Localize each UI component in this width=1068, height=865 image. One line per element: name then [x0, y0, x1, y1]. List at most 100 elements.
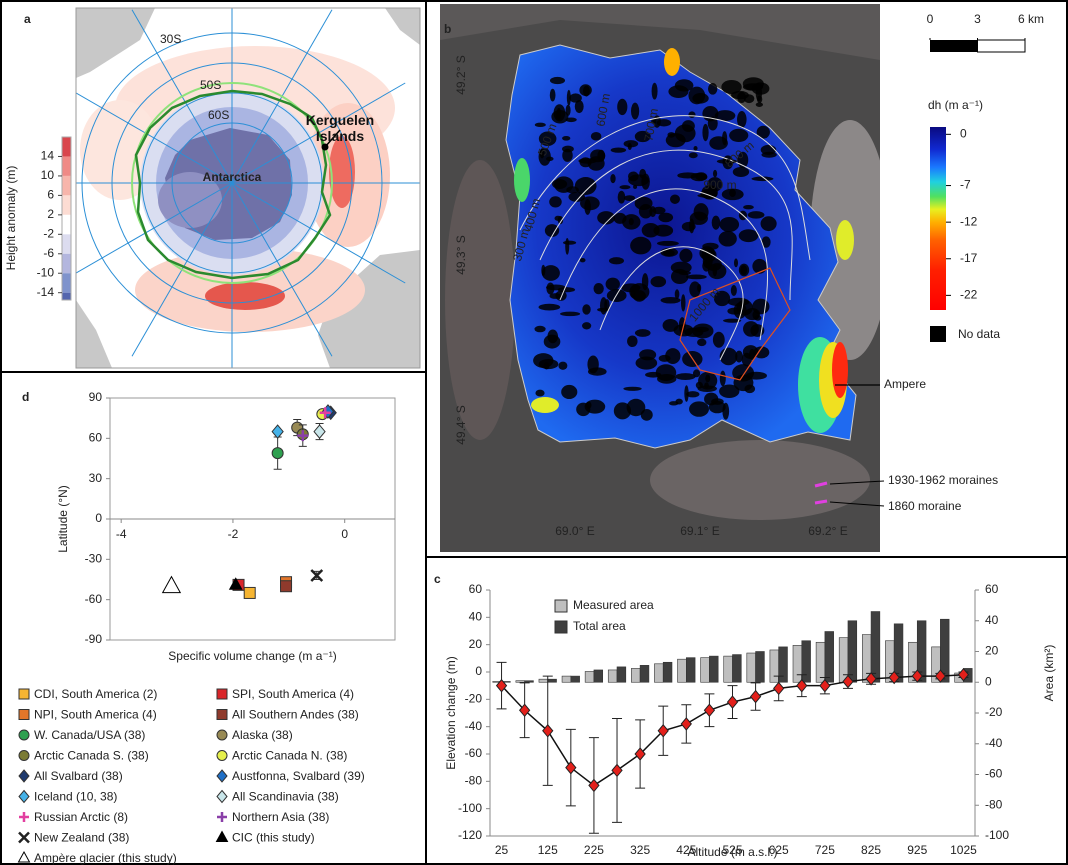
no-data-pixel [538, 358, 559, 370]
no-data-pixel [752, 258, 767, 274]
contour [519, 115, 811, 261]
bar [570, 675, 580, 683]
no-data-pixel [756, 125, 770, 139]
marker [215, 830, 229, 842]
y-tick-label: 20 [469, 637, 483, 651]
bar [524, 680, 534, 683]
scale-label: 6 km [1018, 12, 1044, 26]
land [318, 250, 420, 368]
bar [631, 668, 641, 683]
no-data-pixel [639, 168, 647, 179]
lat-label: 49.2° S [454, 55, 468, 95]
legend-label: Austfonna, Svalbard (39) [232, 769, 365, 783]
y-tick-label: -60 [85, 592, 103, 606]
y-tick-label: -100 [458, 801, 482, 815]
marker [18, 750, 30, 761]
no-data-pixel [693, 146, 698, 151]
graticule-label: 30S [160, 32, 181, 46]
terrain [445, 160, 515, 440]
continent-label: Antarctica [203, 170, 262, 184]
x-axis-label: Specific volume change (m a⁻¹) [168, 649, 336, 663]
colorbar-block [62, 214, 71, 235]
no-data-pixel [678, 270, 691, 276]
y2-tick-label: 40 [985, 613, 999, 627]
no-data-pixel [583, 85, 590, 97]
no-data-pixel [665, 133, 686, 148]
marker [280, 580, 293, 593]
y-tick-label: 90 [89, 390, 103, 404]
y2-tick-label: -40 [985, 736, 1003, 750]
thinning [514, 158, 530, 202]
x-axis-label: Altitude (m a.s.l.) [687, 845, 777, 859]
leader [324, 129, 341, 148]
bar [824, 631, 834, 683]
no-data-pixel [709, 136, 728, 150]
no-data-pixel [649, 206, 657, 218]
panel-label: b [444, 22, 451, 36]
no-data-pixel [557, 215, 564, 225]
bar [654, 663, 664, 683]
y-tick-label: -40 [465, 719, 483, 733]
diamond-point [703, 703, 716, 718]
contour [134, 89, 332, 280]
marker [271, 447, 284, 460]
glacier-label: Ampere [884, 377, 926, 391]
no-data-pixel [719, 347, 738, 366]
no-data-pixel [732, 166, 750, 178]
no-data-pixel [610, 173, 616, 184]
no-data-pixel [678, 317, 686, 334]
no-data-pixel [708, 83, 718, 95]
bar [838, 637, 849, 683]
no-data-pixel [574, 177, 597, 195]
panel-label: a [24, 12, 31, 26]
no-data-pixel [741, 352, 752, 367]
y2-tick-label: -100 [985, 828, 1009, 842]
bar [607, 669, 618, 683]
bar [940, 618, 950, 683]
no-data-pixel [761, 236, 771, 248]
bar [662, 661, 673, 683]
no-data-pixel [534, 122, 546, 127]
diamond-point [865, 672, 877, 686]
contour-label: 600 m [593, 92, 613, 127]
y-tick-label: 30 [89, 471, 103, 485]
y-tick-label: 40 [469, 610, 483, 624]
no-data-pixel [549, 88, 556, 102]
bar [677, 658, 687, 683]
bar [755, 651, 765, 683]
no-data-pixel [656, 119, 672, 127]
no-data-pixel [582, 322, 592, 330]
colorbar-tick-label: -6 [43, 246, 54, 260]
contour-label: 700 m [641, 107, 661, 142]
legend-label: SPI, South America (4) [232, 687, 354, 701]
no-data-pixel [695, 172, 708, 181]
y2-tick-label: 60 [985, 582, 999, 596]
no-data-pixel [689, 401, 709, 417]
x-tick-label: 725 [815, 843, 835, 857]
bar [538, 678, 549, 683]
bar [686, 657, 696, 683]
no-data-pixel [721, 79, 742, 95]
no-data-pixel [561, 384, 578, 400]
island-label: Kerguelen Islands [305, 112, 375, 144]
no-data-pixel [684, 327, 704, 338]
no-data-pixel [738, 229, 759, 243]
bar [616, 666, 627, 683]
no-data-pixel [668, 85, 689, 98]
colorbar-title: Height anomaly (m) [4, 166, 18, 271]
no-data-pixel [547, 329, 559, 344]
x-tick-label: 225 [584, 843, 604, 857]
legend-label: All Southern Andes (38) [232, 708, 359, 722]
map-a [76, 8, 420, 368]
diamond-point [565, 760, 577, 775]
y2-tick-label: -80 [985, 797, 1003, 811]
marker [297, 430, 309, 442]
legend-label: CDI, South America (2) [34, 687, 157, 701]
no-data-pixel [729, 128, 749, 143]
no-data-pixel [670, 194, 680, 204]
no-data-pixel [628, 171, 639, 182]
no-data-pixel [597, 211, 616, 225]
moraine [814, 499, 828, 505]
